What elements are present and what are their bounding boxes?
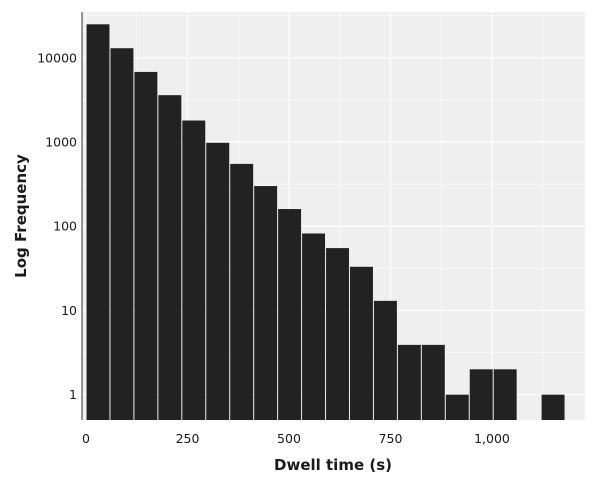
histogram-bar <box>86 24 110 421</box>
y-tick-label: 1 <box>69 387 77 402</box>
bars <box>86 24 565 421</box>
y-tick-label: 10000 <box>37 50 77 65</box>
x-tick-label: 500 <box>277 431 301 446</box>
histogram-bar <box>493 369 517 420</box>
y-tick-labels: 1 10 100 1000 10000 <box>37 50 77 402</box>
histogram-bar <box>254 186 278 420</box>
y-tick-label: 1000 <box>45 135 77 150</box>
histogram-bar <box>182 120 206 420</box>
histogram-bar <box>134 71 158 420</box>
histogram-bar <box>469 369 493 420</box>
histogram-bar <box>110 48 134 420</box>
histogram-bar <box>421 344 445 420</box>
x-tick-label: 0 <box>82 431 90 446</box>
histogram-bar <box>349 266 373 420</box>
histogram-bar <box>230 163 254 420</box>
y-axis-title: Log Frequency <box>12 154 30 278</box>
histogram-bar <box>158 95 182 420</box>
histogram-bar <box>206 142 230 420</box>
y-tick-label: 100 <box>53 219 77 234</box>
histogram-bar <box>445 394 469 420</box>
y-tick-label: 10 <box>61 303 77 318</box>
x-axis-title: Dwell time (s) <box>274 456 392 474</box>
x-tick-label: 250 <box>176 431 200 446</box>
histogram-bar <box>541 394 565 420</box>
histogram-bar <box>373 300 397 420</box>
histogram-bar <box>326 248 349 420</box>
x-tick-label: 750 <box>379 431 403 446</box>
x-tick-labels: 0 250 500 750 1,000 <box>82 431 510 446</box>
histogram-bar <box>278 209 302 420</box>
x-tick-label: 1,000 <box>474 431 510 446</box>
histogram-bar <box>302 233 326 420</box>
histogram-bar <box>397 344 421 420</box>
